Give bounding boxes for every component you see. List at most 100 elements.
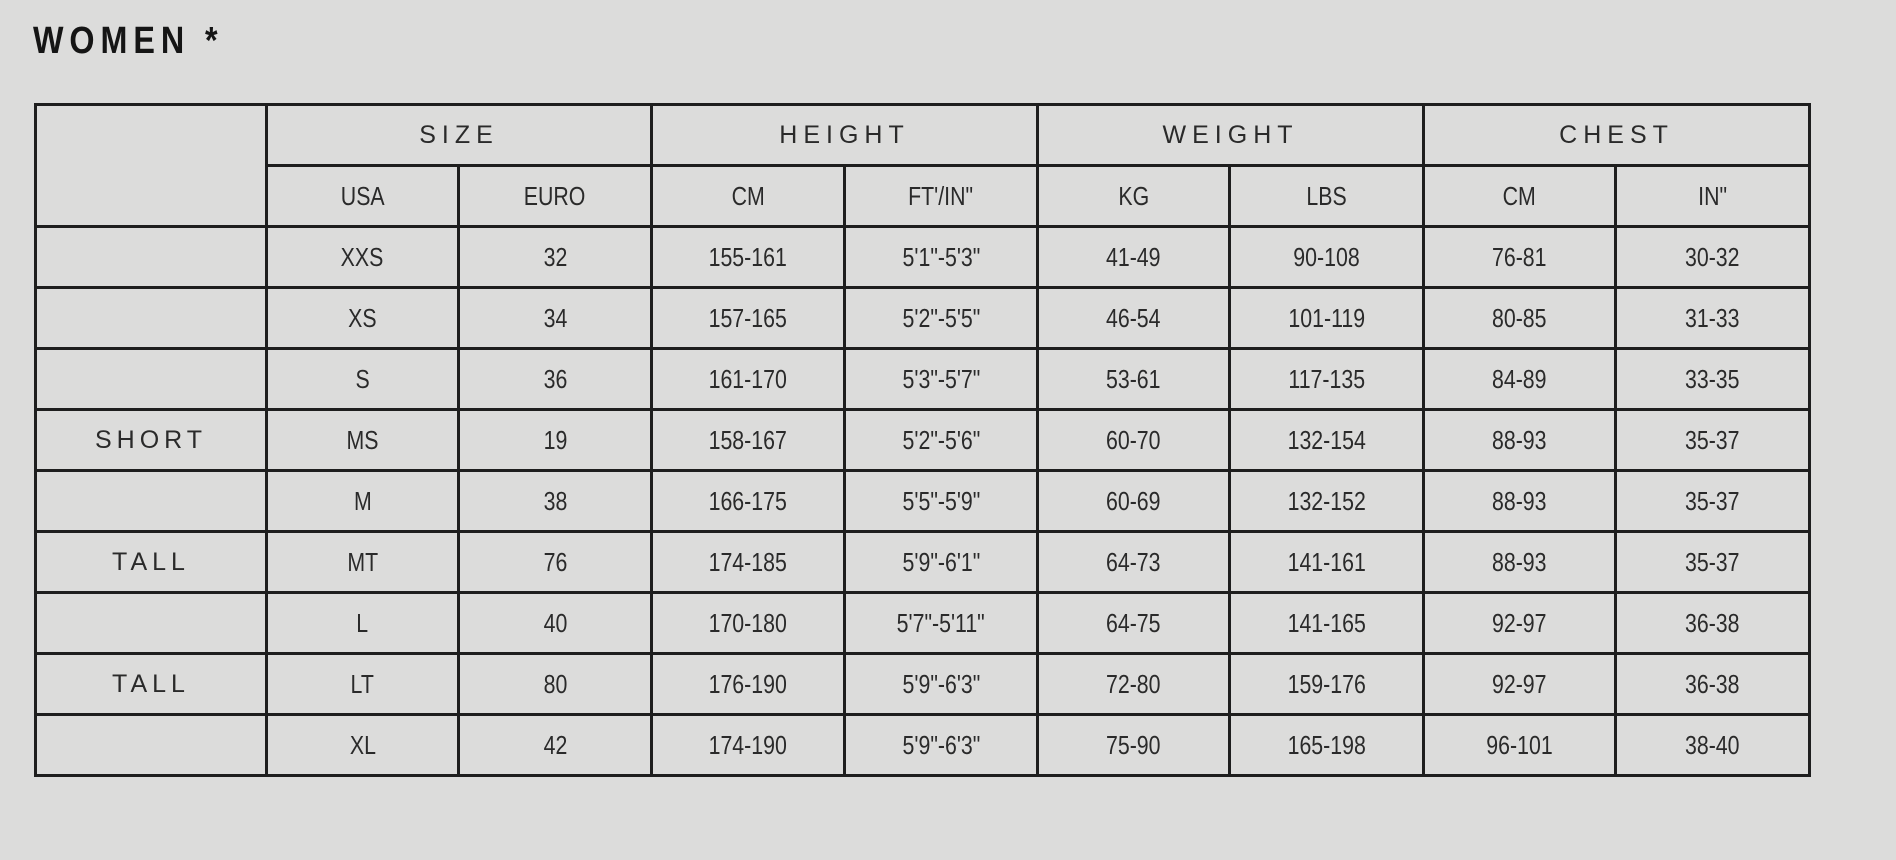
cell-height-ftin: 5'1"-5'3": [843, 225, 1040, 289]
cell-value: 5'2"-5'5": [902, 302, 980, 333]
cell-height-ftin: 5'2"-5'5": [843, 286, 1040, 350]
cell-value: 30-32: [1685, 241, 1740, 272]
cell-value: 80: [543, 668, 567, 699]
cell-value: 132-154: [1287, 424, 1366, 455]
cell-kg: 46-54: [1036, 286, 1232, 350]
cell-value: 53-61: [1106, 363, 1161, 394]
cell-value: 38-40: [1685, 729, 1740, 760]
cell-value: 31-33: [1685, 302, 1740, 333]
cell-chest-cm: 96-101: [1422, 713, 1618, 777]
cell-height-ftin: 5'3"-5'7": [843, 347, 1040, 411]
cell-chest-cm: 88-93: [1422, 469, 1618, 533]
cell-euro: 38: [456, 469, 654, 533]
subheader-chest-in: IN": [1614, 164, 1812, 228]
cell-value: 64-75: [1106, 607, 1161, 638]
cell-chest-cm: 92-97: [1422, 652, 1618, 716]
cell-value: 41-49: [1106, 241, 1161, 272]
table-row: SHORT MS 19 158-167 5'2"-5'6" 60-70 132-154 88-…: [34, 408, 1812, 472]
cell-lbs: 90-108: [1228, 225, 1426, 289]
cell-lbs: 132-152: [1228, 469, 1426, 533]
subheader-height-cm: CM: [650, 164, 847, 228]
group-header-chest: CHEST: [1422, 103, 1812, 167]
cell-height-cm: 161-170: [650, 347, 847, 411]
cell-value: 161-170: [708, 363, 788, 394]
cell-kg: 64-73: [1036, 530, 1232, 594]
cell-euro: 36: [456, 347, 654, 411]
cell-value: 76: [543, 546, 567, 577]
cell-value: 96-101: [1486, 729, 1553, 760]
cell-value: XXS: [341, 241, 384, 272]
cell-chest-in: 38-40: [1614, 713, 1812, 777]
cell-kg: 72-80: [1036, 652, 1232, 716]
cell-height-ftin: 5'9"-6'3": [843, 713, 1040, 777]
cell-value: 5'3"-5'7": [902, 363, 980, 394]
cell-height-cm: 170-180: [650, 591, 847, 655]
row-fit-label: [34, 286, 268, 350]
cell-value: 75-90: [1106, 729, 1161, 760]
cell-lbs: 132-154: [1228, 408, 1426, 472]
subheader-text: FT'/IN": [908, 180, 974, 211]
cell-value: 132-152: [1287, 485, 1366, 516]
cell-usa: M: [265, 469, 460, 533]
cell-value: S: [355, 363, 370, 394]
cell-chest-cm: 88-93: [1422, 530, 1618, 594]
cell-height-ftin: 5'9"-6'1": [843, 530, 1040, 594]
table-row: TALL LT 80 176-190 5'9"-6'3" 72-80 159-176 92-9…: [34, 652, 1812, 716]
cell-usa: XXS: [265, 225, 460, 289]
table-row: S 36 161-170 5'3"-5'7" 53-61 117-135 84-89 33-3…: [34, 347, 1812, 411]
cell-value: 5'1"-5'3": [902, 241, 980, 272]
cell-height-ftin: 5'5"-5'9": [843, 469, 1040, 533]
cell-value: 166-175: [708, 485, 788, 516]
cell-chest-in: 33-35: [1614, 347, 1812, 411]
cell-euro: 42: [456, 713, 654, 777]
row-fit-label: SHORT: [34, 408, 268, 472]
subheader-kg: KG: [1036, 164, 1232, 228]
cell-kg: 53-61: [1036, 347, 1232, 411]
cell-value: 84-89: [1492, 363, 1547, 394]
cell-value: 5'9"-6'3": [902, 729, 980, 760]
cell-value: 101-119: [1288, 302, 1365, 333]
cell-value: 5'9"-6'1": [902, 546, 980, 577]
cell-chest-in: 35-37: [1614, 469, 1812, 533]
cell-lbs: 101-119: [1228, 286, 1426, 350]
cell-value: 38: [543, 485, 567, 516]
cell-height-cm: 155-161: [650, 225, 847, 289]
cell-value: 19: [543, 424, 567, 455]
cell-euro: 19: [456, 408, 654, 472]
cell-lbs: 165-198: [1228, 713, 1426, 777]
cell-value: XL: [349, 729, 376, 760]
cell-chest-cm: 88-93: [1422, 408, 1618, 472]
cell-value: 36-38: [1685, 607, 1740, 638]
cell-value: 46-54: [1106, 302, 1161, 333]
cell-chest-in: 30-32: [1614, 225, 1812, 289]
group-header-height: HEIGHT: [650, 103, 1040, 167]
cell-lbs: 141-161: [1228, 530, 1426, 594]
cell-value: 165-198: [1287, 729, 1366, 760]
cell-value: 36: [543, 363, 567, 394]
empty-corner-cell: [34, 103, 268, 228]
cell-value: 72-80: [1106, 668, 1161, 699]
cell-value: 157-165: [708, 302, 788, 333]
subheader-height-ftin: FT'/IN": [843, 164, 1040, 228]
cell-value: 5'9"-6'3": [902, 668, 980, 699]
cell-value: MT: [347, 546, 378, 577]
cell-value: 32: [543, 241, 567, 272]
cell-value: 141-161: [1287, 546, 1366, 577]
page-title: WOMEN *: [33, 20, 224, 62]
cell-value: 35-37: [1685, 485, 1740, 516]
cell-height-cm: 166-175: [650, 469, 847, 533]
cell-value: LT: [350, 668, 375, 699]
cell-value: 170-180: [708, 607, 788, 638]
cell-value: 35-37: [1685, 546, 1740, 577]
cell-chest-cm: 92-97: [1422, 591, 1618, 655]
cell-value: M: [353, 485, 372, 516]
cell-value: 155-161: [708, 241, 788, 272]
row-fit-label: TALL: [34, 530, 268, 594]
cell-value: 90-108: [1293, 241, 1360, 272]
cell-kg: 41-49: [1036, 225, 1232, 289]
cell-height-cm: 157-165: [650, 286, 847, 350]
cell-value: 158-167: [708, 424, 788, 455]
cell-usa: MT: [265, 530, 460, 594]
table-row: TALL MT 76 174-185 5'9"-6'1" 64-73 141-161 88-9…: [34, 530, 1812, 594]
cell-usa: L: [265, 591, 460, 655]
